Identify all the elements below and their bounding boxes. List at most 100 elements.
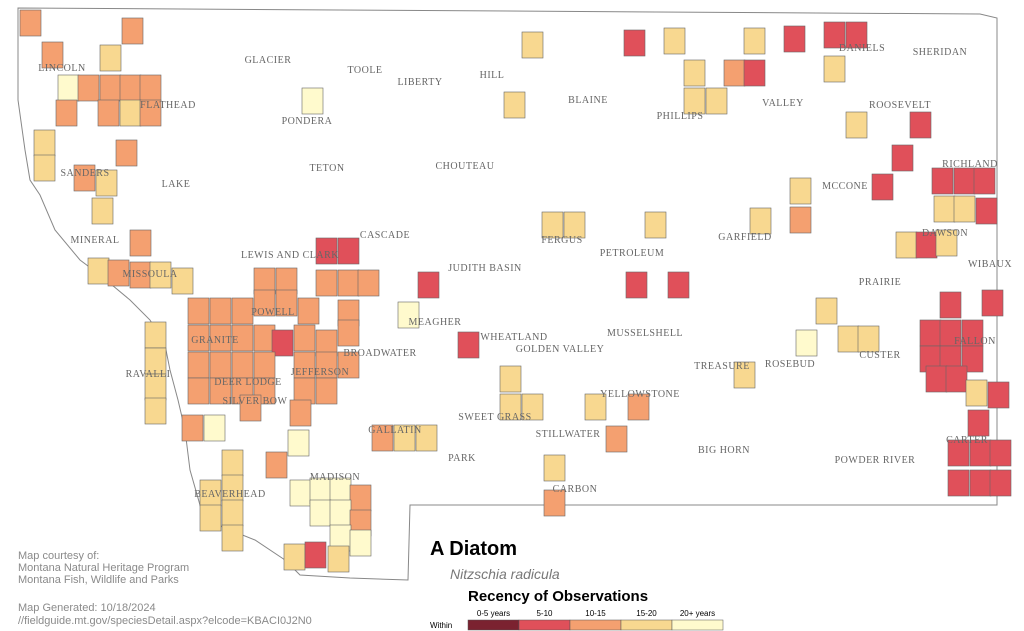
observation-square xyxy=(337,269,360,297)
observation-square xyxy=(327,545,350,573)
observation-square xyxy=(909,111,932,139)
observation-square xyxy=(783,25,806,53)
county-label: MUSSELSHELL xyxy=(607,328,683,339)
county-label: BROADWATER xyxy=(343,348,416,359)
county-label: PARK xyxy=(448,453,476,464)
county-label: PETROLEUM xyxy=(600,248,665,259)
observation-square xyxy=(837,325,860,353)
county-label: BEAVERHEAD xyxy=(194,489,265,500)
observation-square xyxy=(301,87,324,115)
county-label: LIBERTY xyxy=(397,77,442,88)
county-label: FALLON xyxy=(954,336,996,347)
observation-square xyxy=(417,271,440,299)
observation-square xyxy=(683,87,706,115)
observation-square xyxy=(543,489,566,517)
observation-square xyxy=(503,91,526,119)
observation-square xyxy=(87,257,110,285)
county-label: GOLDEN VALLEY xyxy=(516,344,605,355)
observation-square xyxy=(187,297,210,325)
observation-square xyxy=(293,324,316,352)
legend-label: 0-5 years xyxy=(477,609,510,618)
county-label: WHEATLAND xyxy=(480,332,547,343)
observation-square xyxy=(144,321,167,349)
observation-square xyxy=(521,393,544,421)
observation-square xyxy=(871,173,894,201)
observation-square xyxy=(275,289,298,317)
county-label: CUSTER xyxy=(859,350,900,361)
observation-square xyxy=(919,319,942,347)
county-label: POWDER RIVER xyxy=(835,455,916,466)
county-label: DEER LODGE xyxy=(214,377,282,388)
county-label: YELLOWSTONE xyxy=(600,389,680,400)
county-label: DAWSON xyxy=(922,228,968,239)
observation-square xyxy=(541,211,564,239)
legend-swatch xyxy=(518,619,571,631)
observation-square xyxy=(891,144,914,172)
observation-square xyxy=(705,87,728,115)
observation-square xyxy=(393,424,416,452)
observation-square xyxy=(667,271,690,299)
county-labels: LINCOLN FLATHEAD GLACIER TOOLE LIBERTY HILL BL… xyxy=(38,43,1012,500)
observation-square xyxy=(925,365,948,393)
legend-label: 5-10 xyxy=(536,609,553,618)
county-label: LEWIS AND CLARK xyxy=(241,250,339,261)
observation-square xyxy=(845,111,868,139)
county-label: SWEET GRASS xyxy=(458,412,531,423)
observation-square xyxy=(107,259,130,287)
legend-label: 20+ years xyxy=(680,609,715,618)
observation-square xyxy=(239,394,262,422)
county-label: TOOLE xyxy=(347,65,382,76)
observation-square xyxy=(33,154,56,182)
url: //fieldguide.mt.gov/speciesDetail.aspx?e… xyxy=(18,615,312,627)
observation-square xyxy=(845,21,868,49)
observation-square xyxy=(789,177,812,205)
county-label: RICHLAND xyxy=(942,159,998,170)
observation-square xyxy=(187,324,210,352)
observation-square xyxy=(947,469,970,497)
observation-square xyxy=(77,74,100,102)
observation-square xyxy=(139,74,162,102)
observation-square xyxy=(337,351,360,379)
legend-swatch xyxy=(569,619,622,631)
observation-square xyxy=(795,329,818,357)
county-label: GARFIELD xyxy=(718,232,771,243)
county-label: LINCOLN xyxy=(38,63,85,74)
observation-square xyxy=(231,324,254,352)
observation-square xyxy=(357,269,380,297)
observation-square xyxy=(933,195,956,223)
observation-square xyxy=(231,297,254,325)
observation-square xyxy=(627,393,650,421)
observation-square xyxy=(989,469,1012,497)
county-label: TREASURE xyxy=(694,361,750,372)
observation-square xyxy=(287,429,310,457)
county-label: PRAIRIE xyxy=(859,277,901,288)
observation-square xyxy=(815,297,838,325)
legend-swatch xyxy=(671,619,724,631)
observation-square xyxy=(95,169,118,197)
observation-square xyxy=(119,74,142,102)
observation-squares xyxy=(19,9,1012,573)
observation-square xyxy=(283,543,306,571)
observation-square xyxy=(743,59,766,87)
county-label: TETON xyxy=(309,163,344,174)
legend-label: 15-20 xyxy=(636,609,657,618)
observation-square xyxy=(97,99,120,127)
observation-square xyxy=(521,31,544,59)
observation-square xyxy=(945,365,968,393)
county-label: POWELL xyxy=(251,307,295,318)
observation-square xyxy=(221,524,244,552)
observation-square xyxy=(209,297,232,325)
observation-square xyxy=(149,261,172,289)
county-label: ROOSEVELT xyxy=(869,100,931,111)
observation-square xyxy=(935,229,958,257)
county-label: FERGUS xyxy=(541,235,582,246)
observation-square xyxy=(144,397,167,425)
observation-square xyxy=(309,499,332,527)
county-label: SILVER BOW xyxy=(223,396,288,407)
observation-square xyxy=(297,297,320,325)
county-label: BLAINE xyxy=(568,95,608,106)
generated: Map Generated: 10/18/2024 xyxy=(18,602,156,614)
county-label: JEFFERSON xyxy=(291,367,349,378)
observation-square xyxy=(349,484,372,512)
observation-square xyxy=(315,269,338,297)
